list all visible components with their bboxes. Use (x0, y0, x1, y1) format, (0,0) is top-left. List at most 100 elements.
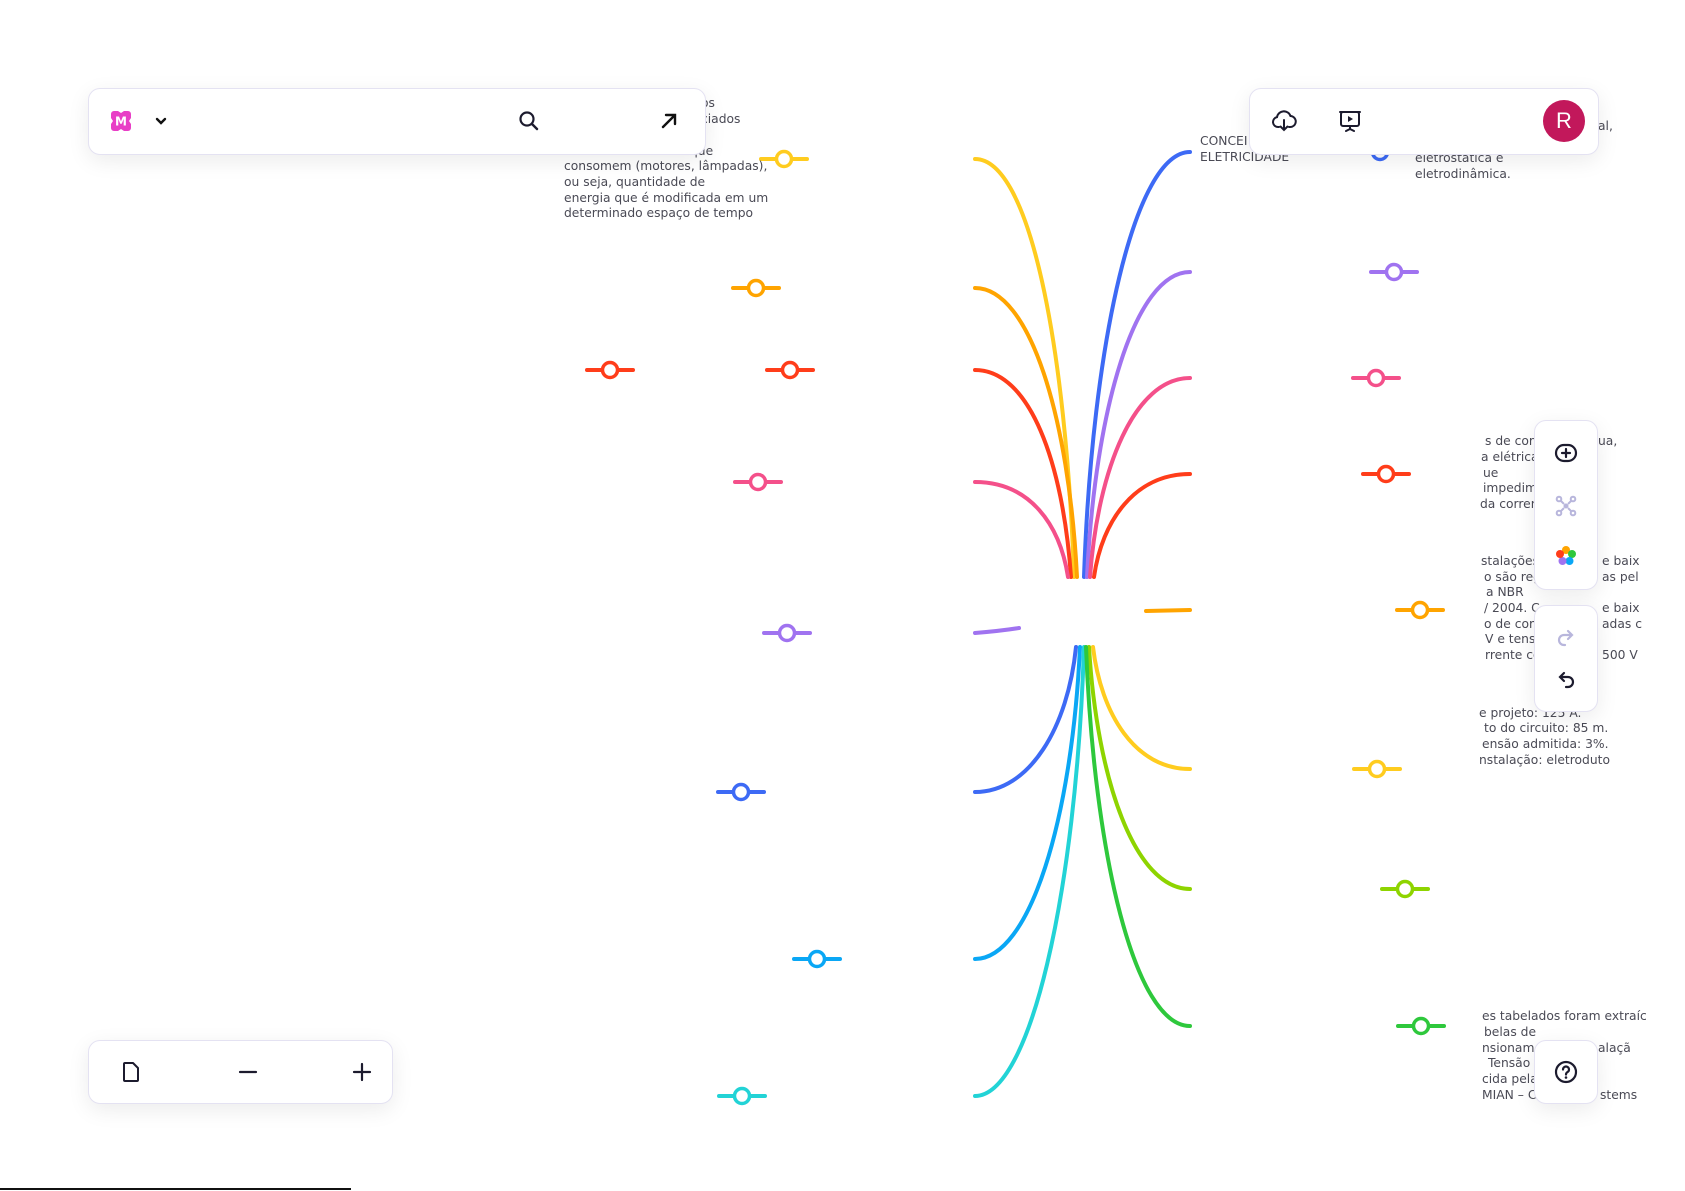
avatar[interactable]: R (1543, 100, 1585, 142)
node-text[interactable]: 500 V (1602, 648, 1638, 662)
branch-line (973, 480, 1070, 579)
color-button[interactable] (1548, 538, 1584, 574)
central-topic-text[interactable]: CONCEI (1200, 134, 1248, 148)
undo-button[interactable] (1548, 662, 1584, 698)
collapse-toggle[interactable] (1384, 262, 1404, 282)
node-text[interactable]: impedim (1483, 481, 1537, 495)
branch-line (973, 157, 1076, 579)
logo-icon: M (111, 111, 131, 131)
node-text[interactable]: al, (1598, 119, 1613, 133)
node-text[interactable]: determinado espaço de tempo (564, 206, 754, 220)
node-text[interactable]: energia que é modificada em um (564, 191, 769, 205)
top-left-toolbar: M (88, 88, 706, 155)
collapse-toggle[interactable] (777, 623, 797, 643)
page-button[interactable] (113, 1054, 149, 1090)
branch-line (973, 645, 1086, 1098)
node-text[interactable]: s de cor (1485, 434, 1534, 448)
redo-button[interactable] (1548, 620, 1584, 656)
history-toolbar (1534, 605, 1598, 712)
zoom-toolbar (88, 1040, 393, 1104)
collapse-toggle[interactable] (746, 278, 766, 298)
node-text[interactable]: a elétrica (1481, 450, 1539, 464)
collapse-toggle[interactable] (1376, 464, 1396, 484)
undo-icon (1558, 671, 1575, 689)
collapse-toggle[interactable] (732, 1086, 752, 1106)
zoom-in-icon (352, 1062, 372, 1082)
export-button[interactable] (1266, 103, 1302, 139)
node-text[interactable]: es tabelados foram extraíc (1482, 1009, 1647, 1023)
branch-line (973, 626, 1021, 635)
search-button[interactable] (511, 103, 547, 139)
branch-line (973, 645, 1078, 794)
layout-button[interactable] (1548, 488, 1584, 524)
branch-line (973, 286, 1079, 579)
branch-line (1091, 645, 1192, 771)
collapse-toggle[interactable] (1367, 759, 1387, 779)
help-icon (1554, 1060, 1578, 1084)
add-node-icon (1554, 443, 1578, 463)
node-text[interactable]: eletrodinâmica. (1415, 167, 1511, 181)
side-toolbar (1534, 420, 1598, 590)
top-right-toolbar: R (1249, 88, 1599, 155)
help-panel (1534, 1040, 1598, 1104)
zoom-out-icon (238, 1070, 258, 1074)
mindmap-layout-icon (1555, 495, 1577, 517)
node-text[interactable]: nstalação: eletroduto (1479, 753, 1611, 767)
collapse-toggle[interactable] (1410, 600, 1430, 620)
node-text[interactable]: stems (1600, 1088, 1638, 1102)
zoom-in-button[interactable] (344, 1054, 380, 1090)
arrow-up-right-icon (661, 113, 677, 129)
node-text[interactable]: da corren (1480, 497, 1539, 511)
node-text[interactable]: Tensão (1488, 1056, 1531, 1070)
node-text[interactable]: nsionam (1482, 1041, 1535, 1055)
branch-line (1087, 645, 1192, 891)
node-text[interactable]: alaçã (1598, 1041, 1631, 1055)
collapse-toggle[interactable] (748, 472, 768, 492)
page-icon (123, 1062, 139, 1082)
node-text[interactable]: to do circuito: 85 m. (1484, 721, 1609, 735)
branch-line (1084, 645, 1192, 1028)
redo-icon (1557, 629, 1574, 647)
node-text[interactable]: adas c (1602, 617, 1642, 631)
collapse-toggle[interactable] (780, 360, 800, 380)
node-text[interactable]: consomem (motores, lâmpadas), (564, 159, 768, 173)
collapse-toggle[interactable] (807, 949, 827, 969)
node-text[interactable]: e baix (1602, 601, 1640, 615)
add-node-button[interactable] (1548, 435, 1584, 471)
menu-dropdown-button[interactable] (143, 103, 179, 139)
open-external-button[interactable] (651, 103, 687, 139)
node-text[interactable]: ensão admitida: 3%. (1482, 737, 1609, 751)
presentation-icon (1339, 111, 1361, 132)
node-text[interactable]: e baix (1602, 554, 1640, 568)
node-text[interactable]: o são reg (1484, 570, 1541, 584)
zoom-out-button[interactable] (230, 1054, 266, 1090)
collapse-toggle[interactable] (1411, 1016, 1431, 1036)
help-button[interactable] (1548, 1054, 1584, 1090)
node-text[interactable]: ou seja, quantidade de (564, 175, 706, 189)
collapse-toggle[interactable] (774, 149, 794, 169)
node-text[interactable]: o de cor (1484, 617, 1535, 631)
node-text[interactable]: a NBR (1486, 585, 1524, 599)
node-text[interactable]: / 2004. C (1484, 601, 1540, 615)
cloud-download-icon (1272, 110, 1297, 132)
node-text[interactable]: belas de (1484, 1025, 1537, 1039)
node-text[interactable]: ciados (701, 112, 741, 126)
node-text[interactable]: ue (1483, 466, 1499, 480)
collapse-toggle[interactable] (1366, 368, 1386, 388)
present-button[interactable] (1332, 103, 1368, 139)
collapse-toggle[interactable] (1395, 879, 1415, 899)
node-text[interactable]: stalações (1481, 554, 1539, 568)
node-text[interactable]: MIAN – C (1482, 1088, 1537, 1102)
logo-letter: M (115, 115, 127, 129)
node-text[interactable]: cida pela (1482, 1072, 1538, 1086)
node-text[interactable]: as pel (1602, 570, 1639, 584)
node-text[interactable]: ua, (1598, 434, 1618, 448)
logo-button[interactable]: M (103, 103, 139, 139)
node-text[interactable]: V e tens (1485, 632, 1536, 646)
collapse-toggle[interactable] (600, 360, 620, 380)
collapse-toggle[interactable] (731, 782, 751, 802)
branch-line (1088, 376, 1192, 579)
branch-line (973, 645, 1082, 961)
node-text[interactable]: rrente co (1485, 648, 1541, 662)
